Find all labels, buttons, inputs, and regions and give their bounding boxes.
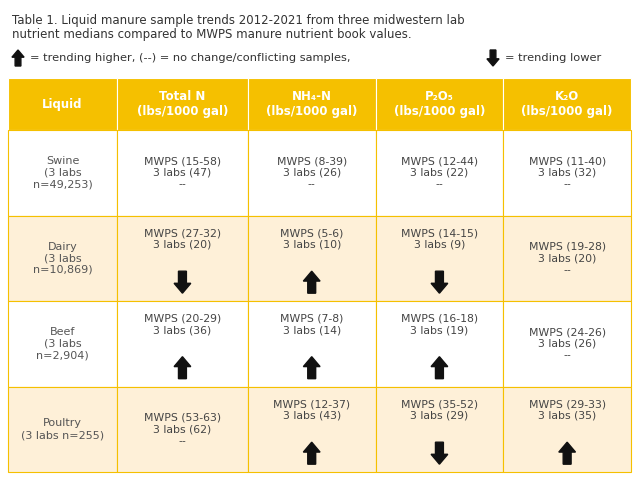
Bar bbox=[117, 387, 248, 472]
Text: Table 1. Liquid manure sample trends 2012-2021 from three midwestern lab: Table 1. Liquid manure sample trends 201… bbox=[12, 14, 465, 27]
Text: MWPS (24-26)
3 labs (26)
--: MWPS (24-26) 3 labs (26) -- bbox=[528, 327, 606, 360]
Polygon shape bbox=[431, 442, 448, 464]
Text: nutrient medians compared to MWPS manure nutrient book values.: nutrient medians compared to MWPS manure… bbox=[12, 28, 412, 41]
Text: MWPS (5-6)
3 labs (10): MWPS (5-6) 3 labs (10) bbox=[280, 228, 343, 250]
Text: NH₄-N
(lbs/1000 gal): NH₄-N (lbs/1000 gal) bbox=[266, 90, 357, 118]
Bar bbox=[376, 216, 504, 301]
Text: MWPS (12-37)
3 labs (43): MWPS (12-37) 3 labs (43) bbox=[273, 399, 350, 421]
Text: Liquid: Liquid bbox=[42, 98, 83, 110]
Bar bbox=[117, 130, 248, 216]
Bar bbox=[248, 78, 376, 130]
Polygon shape bbox=[558, 442, 576, 464]
Bar bbox=[504, 216, 631, 301]
Polygon shape bbox=[174, 357, 191, 379]
Bar bbox=[8, 301, 117, 387]
Text: MWPS (27-32)
3 labs (20): MWPS (27-32) 3 labs (20) bbox=[144, 228, 221, 250]
Text: K₂O
(lbs/1000 gal): K₂O (lbs/1000 gal) bbox=[521, 90, 613, 118]
Bar bbox=[248, 387, 376, 472]
Bar bbox=[248, 301, 376, 387]
Polygon shape bbox=[174, 271, 191, 293]
Text: MWPS (29-33)
3 labs (35): MWPS (29-33) 3 labs (35) bbox=[528, 399, 606, 421]
Bar bbox=[504, 301, 631, 387]
Text: MWPS (11-40)
3 labs (32)
--: MWPS (11-40) 3 labs (32) -- bbox=[528, 156, 606, 189]
Bar bbox=[8, 78, 117, 130]
Text: MWPS (35-52)
3 labs (29): MWPS (35-52) 3 labs (29) bbox=[401, 399, 478, 421]
Text: Poultry
(3 labs n=255): Poultry (3 labs n=255) bbox=[21, 418, 104, 440]
Polygon shape bbox=[304, 271, 320, 293]
Bar bbox=[376, 130, 504, 216]
Text: MWPS (53-63)
3 labs (62)
--: MWPS (53-63) 3 labs (62) -- bbox=[144, 413, 221, 446]
Polygon shape bbox=[12, 50, 24, 66]
Text: MWPS (8-39)
3 labs (26)
--: MWPS (8-39) 3 labs (26) -- bbox=[277, 156, 347, 189]
Text: MWPS (19-28)
3 labs (20)
--: MWPS (19-28) 3 labs (20) -- bbox=[528, 242, 606, 275]
Polygon shape bbox=[304, 357, 320, 379]
Polygon shape bbox=[487, 50, 499, 66]
Text: MWPS (20-29)
3 labs (36): MWPS (20-29) 3 labs (36) bbox=[144, 314, 221, 335]
Text: Total N
(lbs/1000 gal): Total N (lbs/1000 gal) bbox=[137, 90, 228, 118]
Bar bbox=[376, 301, 504, 387]
Text: Beef
(3 labs
n=2,904): Beef (3 labs n=2,904) bbox=[36, 327, 89, 360]
Text: MWPS (14-15)
3 labs (9): MWPS (14-15) 3 labs (9) bbox=[401, 228, 478, 250]
Polygon shape bbox=[304, 442, 320, 464]
Bar bbox=[248, 130, 376, 216]
Bar bbox=[8, 130, 117, 216]
Bar bbox=[376, 78, 504, 130]
Bar bbox=[8, 216, 117, 301]
Text: MWPS (16-18)
3 labs (19): MWPS (16-18) 3 labs (19) bbox=[401, 314, 478, 335]
Polygon shape bbox=[431, 271, 448, 293]
Bar bbox=[117, 78, 248, 130]
Bar bbox=[117, 301, 248, 387]
Bar bbox=[8, 387, 117, 472]
Polygon shape bbox=[431, 357, 448, 379]
Bar bbox=[504, 387, 631, 472]
Text: MWPS (15-58)
3 labs (47)
--: MWPS (15-58) 3 labs (47) -- bbox=[144, 156, 221, 189]
Bar bbox=[504, 78, 631, 130]
Text: Dairy
(3 labs
n=10,869): Dairy (3 labs n=10,869) bbox=[33, 242, 92, 275]
Text: = trending lower: = trending lower bbox=[505, 53, 601, 63]
Text: P₂O₅
(lbs/1000 gal): P₂O₅ (lbs/1000 gal) bbox=[394, 90, 485, 118]
Text: Swine
(3 labs
n=49,253): Swine (3 labs n=49,253) bbox=[33, 156, 93, 189]
Bar bbox=[117, 216, 248, 301]
Bar bbox=[248, 216, 376, 301]
Bar bbox=[504, 130, 631, 216]
Text: MWPS (7-8)
3 labs (14): MWPS (7-8) 3 labs (14) bbox=[280, 314, 343, 335]
Text: MWPS (12-44)
3 labs (22)
--: MWPS (12-44) 3 labs (22) -- bbox=[401, 156, 478, 189]
Text: = trending higher, (--) = no change/conflicting samples,: = trending higher, (--) = no change/conf… bbox=[30, 53, 351, 63]
Bar bbox=[376, 387, 504, 472]
